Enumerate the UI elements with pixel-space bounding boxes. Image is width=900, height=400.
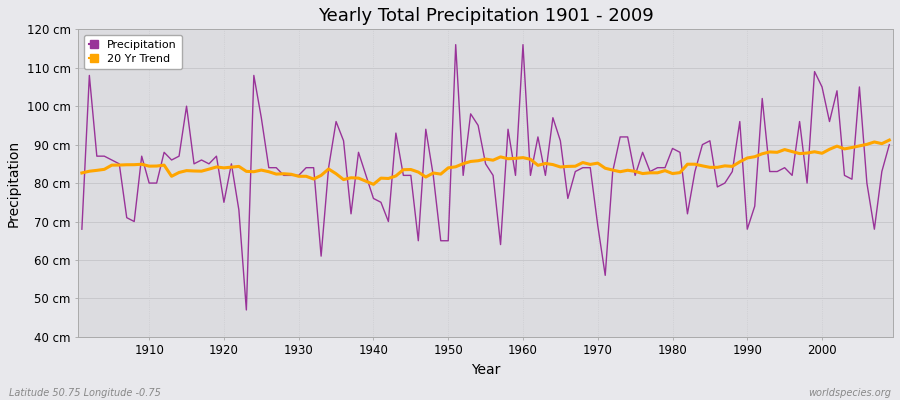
Legend: Precipitation, 20 Yr Trend: Precipitation, 20 Yr Trend — [84, 35, 183, 70]
20 Yr Trend — [301, 174, 311, 179]
Precipitation — [525, 173, 535, 178]
Precipitation — [241, 308, 252, 312]
20 Yr Trend — [136, 162, 147, 167]
Precipitation — [533, 134, 544, 139]
Text: worldspecies.org: worldspecies.org — [808, 388, 891, 398]
Precipitation — [136, 154, 147, 158]
20 Yr Trend — [346, 175, 356, 180]
Precipitation — [450, 42, 461, 47]
Precipitation — [308, 165, 319, 170]
20 Yr Trend — [525, 157, 535, 162]
Precipitation — [353, 150, 364, 155]
20 Yr Trend — [615, 169, 626, 174]
X-axis label: Year: Year — [471, 363, 500, 377]
Precipitation — [622, 134, 633, 139]
Text: Latitude 50.75 Longitude -0.75: Latitude 50.75 Longitude -0.75 — [9, 388, 161, 398]
20 Yr Trend — [76, 170, 87, 175]
Line: 20 Yr Trend: 20 Yr Trend — [82, 140, 889, 184]
Precipitation — [76, 227, 87, 232]
20 Yr Trend — [518, 155, 528, 160]
Line: Precipitation: Precipitation — [82, 45, 889, 310]
20 Yr Trend — [368, 182, 379, 187]
Precipitation — [884, 142, 895, 147]
Title: Yearly Total Precipitation 1901 - 2009: Yearly Total Precipitation 1901 - 2009 — [318, 7, 653, 25]
Y-axis label: Precipitation: Precipitation — [7, 140, 21, 227]
20 Yr Trend — [884, 138, 895, 142]
